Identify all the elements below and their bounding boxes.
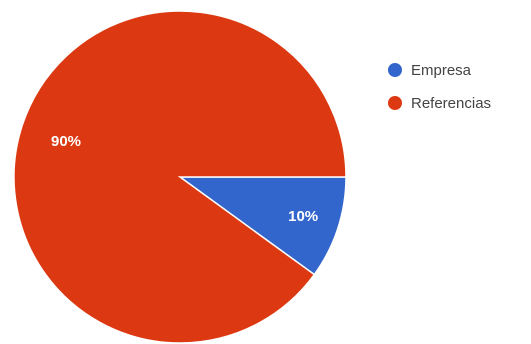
legend-label-empresa: Empresa: [411, 62, 472, 79]
pie-label-empresa: 10%: [288, 208, 318, 225]
pie-label-referencias: 90%: [51, 133, 81, 150]
legend-marker-referencias: [388, 96, 402, 110]
pie-slice-referencias: [13, 10, 347, 344]
pie-slices: [13, 10, 347, 344]
pie-slice-empresa: [177, 176, 347, 276]
pie-slice-labels: 10% 90%: [51, 133, 318, 225]
legend: Empresa Referencias: [388, 62, 491, 112]
legend-label-referencias: Referencias: [411, 95, 491, 112]
legend-marker-empresa: [388, 63, 402, 77]
